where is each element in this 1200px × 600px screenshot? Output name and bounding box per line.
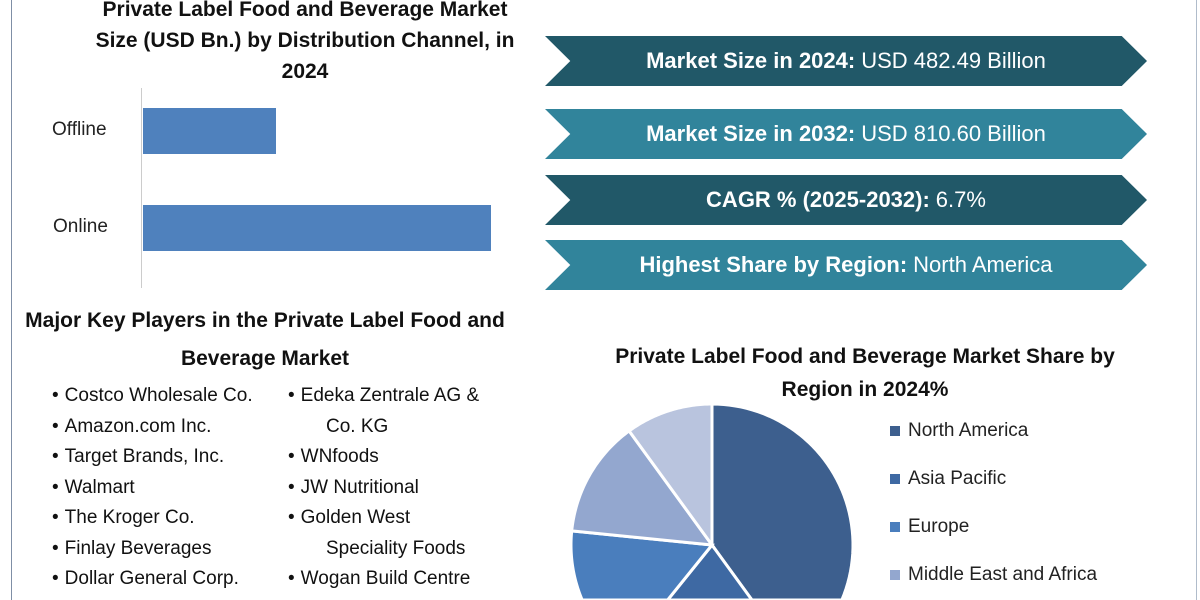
legend-label: North America bbox=[908, 420, 1029, 441]
key-player-item: Walmart bbox=[52, 473, 253, 504]
key-player-item: Edeka Zentrale AG & bbox=[288, 381, 480, 412]
key-player-item: Wogan Build Centre bbox=[288, 564, 479, 595]
legend-swatch bbox=[890, 570, 900, 580]
banner-value: USD 482.49 Billion bbox=[861, 48, 1046, 73]
banner-market-size-2024: Market Size in 2024: USD 482.49 Billion bbox=[545, 36, 1147, 86]
legend-swatch bbox=[890, 474, 900, 484]
pie-slice-other bbox=[627, 402, 714, 550]
key-player-item: Golden West bbox=[288, 503, 479, 534]
banner-label: Market Size in 2032: bbox=[646, 121, 856, 146]
bar-chart-axis bbox=[141, 88, 142, 288]
banner-label: CAGR % (2025-2032): bbox=[706, 187, 930, 212]
legend-swatch bbox=[890, 522, 900, 532]
bar-label-online: Online bbox=[53, 216, 108, 237]
legend-swatch bbox=[890, 426, 900, 436]
legend-item: North America bbox=[890, 420, 1028, 442]
key-player-item-continued: Co. KG bbox=[326, 415, 389, 437]
key-player-item: Amazon.com Inc. bbox=[52, 412, 253, 443]
bar-offline bbox=[143, 108, 276, 154]
pie-chart bbox=[569, 402, 855, 600]
banner-value: North America bbox=[913, 252, 1053, 277]
key-player-item: The Kroger Co. bbox=[52, 503, 253, 534]
banner-value: USD 810.60 Billion bbox=[861, 121, 1046, 146]
legend-item: Europe bbox=[890, 516, 969, 538]
key-player-item: Finlay Beverages bbox=[52, 534, 253, 565]
legend-label: Middle East and Africa bbox=[908, 564, 1098, 585]
banner-label: Highest Share by Region: bbox=[639, 252, 908, 277]
banner-market-size-2032: Market Size in 2032: USD 810.60 Billion bbox=[545, 109, 1147, 159]
banner-cagr: CAGR % (2025-2032): 6.7% bbox=[545, 175, 1147, 225]
key-player-item: Costco Wholesale Co. bbox=[52, 381, 253, 412]
bar-chart-title: Private Label Food and Beverage Market S… bbox=[95, 0, 515, 83]
banner-label: Market Size in 2024: bbox=[646, 48, 856, 73]
legend-item: Middle East and Africa bbox=[890, 564, 1097, 586]
legend-item: Asia Pacific bbox=[890, 468, 1006, 490]
pie-slice-europe bbox=[569, 529, 715, 600]
bar-online bbox=[143, 205, 491, 251]
banner-value: 6.7% bbox=[935, 187, 986, 212]
frame-border-left bbox=[11, 0, 12, 600]
key-player-item-continued: Speciality Foods bbox=[326, 537, 466, 559]
legend-label: Europe bbox=[908, 516, 970, 537]
pie-chart-title: Private Label Food and Beverage Market S… bbox=[615, 345, 1115, 401]
key-players-column-1: Costco Wholesale Co.Amazon.com Inc.Targe… bbox=[52, 381, 253, 595]
pie-slice-north-america bbox=[710, 402, 855, 600]
banner-highest-share-region: Highest Share by Region: North America bbox=[545, 240, 1147, 290]
key-player-item: Target Brands, Inc. bbox=[52, 442, 253, 473]
pie-slice-middle-east-and-africa bbox=[570, 428, 716, 547]
bar-label-offline: Offline bbox=[52, 119, 107, 140]
key-player-item: Dollar General Corp. bbox=[52, 564, 253, 595]
legend-label: Asia Pacific bbox=[908, 468, 1007, 489]
key-player-item: JW Nutritional bbox=[288, 473, 479, 504]
key-players-column-2: Edeka Zentrale AG & Co. KG WNfoodsJW Nutri… bbox=[288, 381, 480, 595]
key-players-title: Major Key Players in the Private Label F… bbox=[25, 309, 505, 370]
frame-border-right bbox=[1196, 0, 1197, 600]
key-player-item: WNfoods bbox=[288, 442, 479, 473]
